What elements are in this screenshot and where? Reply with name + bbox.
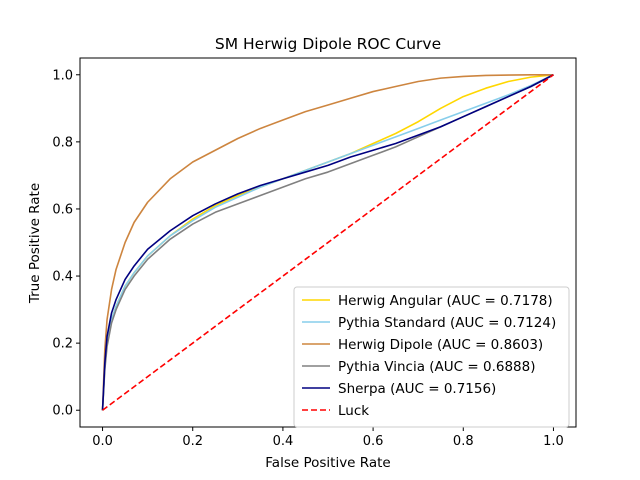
plot-series <box>101 73 554 411</box>
y-axis-ticks: 0.0 0.2 0.4 0.6 0.8 1.0 <box>52 68 80 419</box>
legend: Herwig Angular (AUC = 0.7178) Pythia Stan… <box>293 286 570 428</box>
legend-label: Pythia Standard (AUC = 0.7124) <box>338 315 556 331</box>
x-tick-label: 0.2 <box>182 434 203 449</box>
y-tick-label: 1.0 <box>52 68 73 83</box>
legend-label: Herwig Angular (AUC = 0.7178) <box>338 293 553 309</box>
legend-label: Herwig Dipole (AUC = 0.8603) <box>338 337 543 353</box>
legend-label: Luck <box>338 403 369 419</box>
x-tick-label: 0.0 <box>92 434 113 449</box>
x-tick-label: 0.8 <box>453 434 474 449</box>
y-tick-label: 0.6 <box>52 202 73 217</box>
legend-box <box>293 286 570 428</box>
y-tick-label: 0.4 <box>52 270 73 285</box>
series-line-4 <box>101 74 554 411</box>
legend-label: Sherpa (AUC = 0.7156) <box>338 381 496 397</box>
x-tick-label: 1.0 <box>543 434 564 449</box>
x-tick-label: 0.4 <box>273 434 294 449</box>
chart-title: SM Herwig Dipole ROC Curve <box>215 35 441 53</box>
x-tick-label: 0.6 <box>363 434 384 449</box>
y-tick-label: 0.8 <box>52 135 73 150</box>
series-line-2 <box>101 73 554 411</box>
y-tick-label: 0.0 <box>52 404 73 419</box>
y-tick-label: 0.2 <box>52 337 73 352</box>
y-axis-label: True Positive Rate <box>27 183 43 304</box>
x-axis-label: False Positive Rate <box>265 455 390 471</box>
legend-label: Pythia Vincia (AUC = 0.6888) <box>338 359 535 375</box>
series-line-1 <box>101 74 554 411</box>
x-axis-ticks: 0.0 0.2 0.4 0.6 0.8 1.0 <box>92 427 564 449</box>
series-line-5 <box>102 74 554 411</box>
